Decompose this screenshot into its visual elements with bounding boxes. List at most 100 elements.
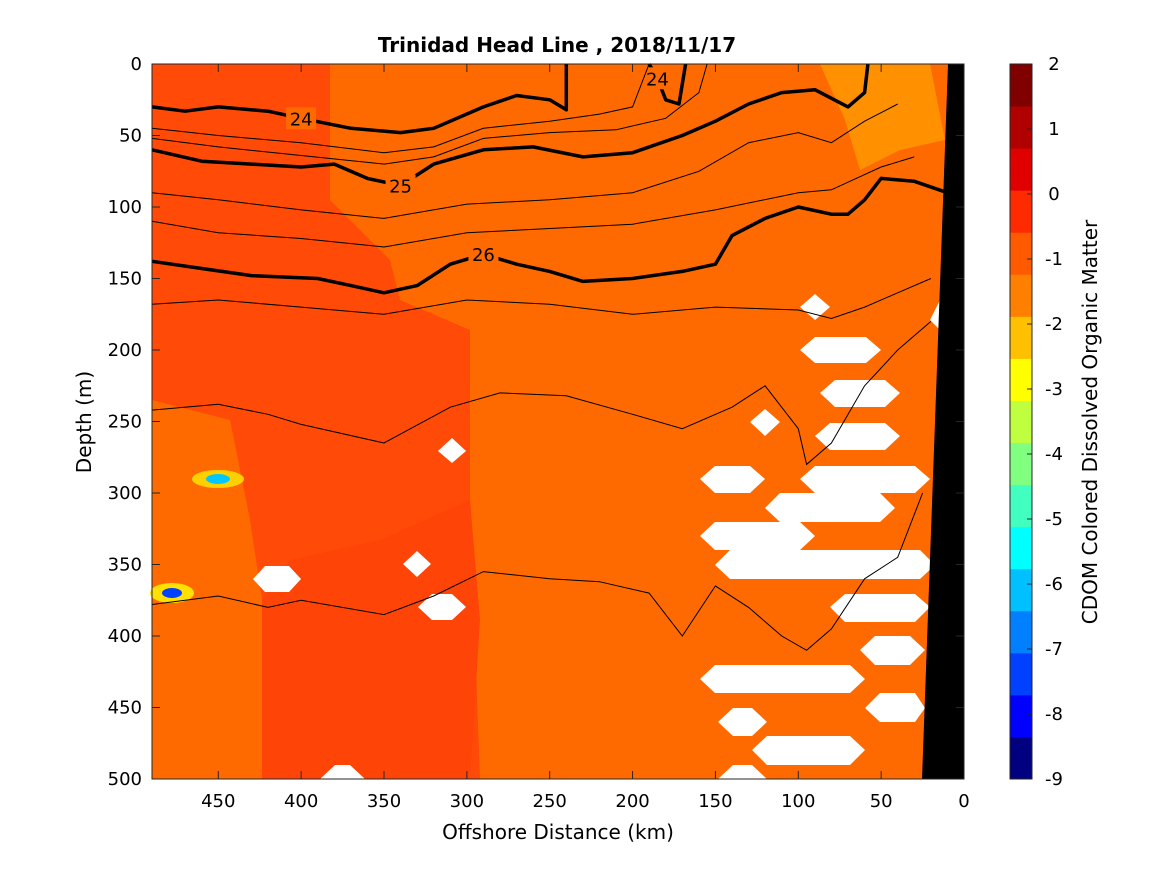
missing-data-patch <box>403 551 431 577</box>
x-tick-label: 350 <box>367 791 401 812</box>
missing-data-patch <box>865 693 925 722</box>
contour-label: 24 <box>290 109 313 130</box>
missing-data-patch <box>700 466 765 493</box>
contour-label-bg <box>286 107 317 130</box>
contour-label: 25 <box>389 177 412 198</box>
colorbar-swatch <box>1010 148 1032 191</box>
missing-data-patch <box>253 566 301 592</box>
missing-data-patch <box>700 665 865 693</box>
colorbar-swatch <box>1010 736 1032 780</box>
y-tick-label: 450 <box>108 698 142 719</box>
missing-data-patches <box>253 294 940 779</box>
colorbar-label: CDOM Colored Dissolved Organic Matter <box>1078 219 1102 624</box>
x-tick-label: 450 <box>201 791 235 812</box>
seafloor-wedge <box>922 64 964 779</box>
light-orange-patch <box>820 64 945 170</box>
isoline-thin <box>151 278 932 320</box>
colorbar-tick-label: -9 <box>1045 769 1063 790</box>
x-tick-label: 50 <box>870 791 893 812</box>
colorbar-tick-label: -7 <box>1045 639 1063 660</box>
missing-data-patch <box>700 522 815 550</box>
colorbar-swatch <box>1010 64 1032 107</box>
colorbar-tick-label: -4 <box>1045 444 1063 465</box>
y-tick-label: 150 <box>108 269 142 290</box>
colorbar-swatch <box>1010 652 1032 696</box>
colorbar-tick-label: -2 <box>1045 314 1063 335</box>
y-axis-label: Depth (m) <box>72 371 96 473</box>
isoline-thin <box>151 321 932 466</box>
colorbar-swatch <box>1010 190 1032 233</box>
y-tick-label: 300 <box>108 483 142 504</box>
y-tick-label: 50 <box>119 126 142 147</box>
contour-line-26 <box>151 176 948 295</box>
colorbar: 2 1 0 -1 -2 -3 -4 -5 -6 -7 -8 -9 <box>1009 54 1063 790</box>
isoline-thin <box>151 63 650 154</box>
missing-data-patch <box>800 294 830 320</box>
y-axis-ticks: 0 50 100 150 200 250 300 350 400 450 500 <box>108 54 964 790</box>
isoline-thin <box>151 492 924 651</box>
x-tick-label: 150 <box>698 791 732 812</box>
cdom-anomaly-480km-core <box>162 588 182 598</box>
y-tick-label: 400 <box>108 626 142 647</box>
x-axis-ticks: 450 400 350 300 250 200 150 100 50 0 <box>201 64 970 812</box>
missing-data-patch <box>438 438 466 463</box>
missing-data-patch <box>718 708 767 736</box>
colorbar-tick-label: -1 <box>1045 249 1063 270</box>
missing-data-patch <box>752 736 865 765</box>
missing-data-patch <box>815 423 900 450</box>
red-band-region-lower <box>262 500 480 779</box>
missing-data-patch <box>930 300 940 330</box>
x-tick-label: 250 <box>533 791 567 812</box>
colorbar-tick-label: -5 <box>1045 509 1063 530</box>
missing-data-patch <box>800 337 881 363</box>
colorbar-frame <box>1009 63 1033 780</box>
y-tick-label: 350 <box>108 555 142 576</box>
x-tick-label: 0 <box>958 791 969 812</box>
x-tick-label: 300 <box>450 791 484 812</box>
colorbar-swatch <box>1010 232 1032 275</box>
missing-data-patch <box>800 466 930 493</box>
missing-data-patch <box>320 765 365 779</box>
x-tick-label: 200 <box>615 791 649 812</box>
y-tick-label: 250 <box>108 412 142 433</box>
colorbar-swatch <box>1010 316 1032 359</box>
missing-data-patch <box>715 550 935 579</box>
colorbar-swatch <box>1010 568 1032 612</box>
colorbar-swatch <box>1010 442 1032 486</box>
contour-label: 26 <box>472 245 495 266</box>
missing-data-patch <box>830 594 930 622</box>
y-tick-label: 0 <box>131 54 142 75</box>
y-tick-label: 100 <box>108 197 142 218</box>
colorbar-swatch <box>1010 610 1032 654</box>
contour-label-bg <box>385 174 416 197</box>
colorbar-swatch <box>1010 484 1032 528</box>
colorbar-tick-label: 2 <box>1048 54 1059 75</box>
isoline-thin <box>151 156 915 248</box>
contour-line-25 <box>151 63 870 188</box>
y-tick-label: 200 <box>108 340 142 361</box>
x-axis-label: Offshore Distance (km) <box>442 820 674 844</box>
isopycnal-contours: 24 24 25 26 <box>151 63 948 651</box>
colorbar-swatch <box>1010 358 1032 401</box>
missing-data-patch <box>718 765 767 779</box>
plot-area: 24 24 25 26 <box>150 63 964 779</box>
cdom-anomaly-450km-core <box>206 474 230 484</box>
chart-title: Trinidad Head Line , 2018/11/17 <box>378 33 736 57</box>
colorbar-tick-label: -3 <box>1045 379 1063 400</box>
missing-data-patch <box>418 594 466 620</box>
contour-label-bg <box>468 243 499 266</box>
colorbar-swatch <box>1010 694 1032 738</box>
isoline-thin <box>151 63 708 165</box>
isoline-thin <box>151 103 898 219</box>
x-tick-label: 400 <box>284 791 318 812</box>
colorbar-tick-label: 1 <box>1048 119 1059 140</box>
missing-data-patch <box>860 636 925 665</box>
contour-label: 24 <box>646 69 669 90</box>
missing-data-patch <box>765 493 895 522</box>
contour-label-bg <box>642 67 673 90</box>
y-tick-label: 500 <box>108 769 142 790</box>
colorbar-tick-label: -8 <box>1045 704 1063 725</box>
x-tick-label: 100 <box>781 791 815 812</box>
contour-line-24 <box>151 64 569 135</box>
